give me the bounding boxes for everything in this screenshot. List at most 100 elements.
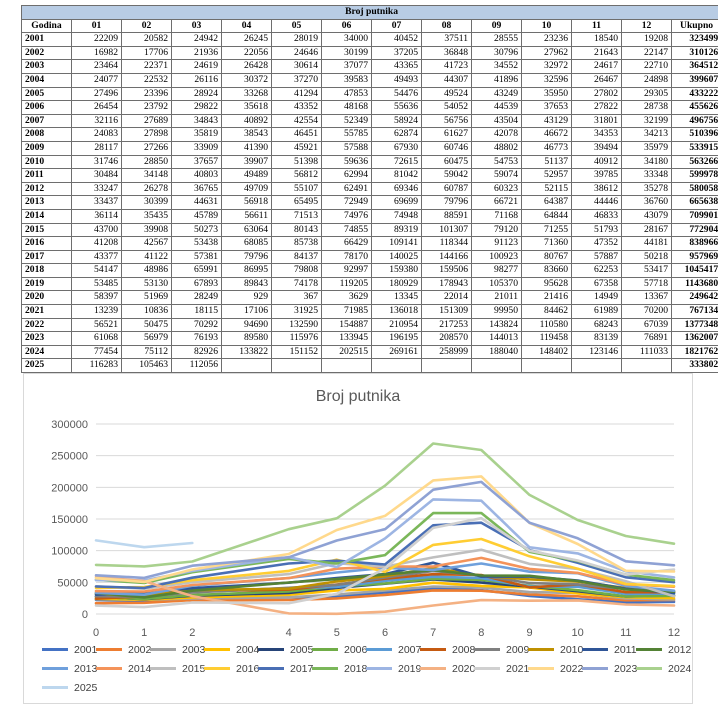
total-cell: 665638 (670, 195, 718, 210)
column-header: 07 (371, 18, 422, 34)
table-cell: 30796 (471, 45, 522, 61)
year-cell: 2017 (21, 249, 72, 265)
legend-item: 2020 (420, 661, 475, 677)
table-cell: 44181 (621, 236, 672, 251)
table-cell: 67358 (571, 276, 622, 292)
table-cell: 41896 (471, 72, 522, 88)
table-cell: 46451 (271, 127, 322, 142)
table-cell: 69346 (371, 181, 422, 197)
table-cell: 100923 (471, 249, 522, 265)
table-cell: 57588 (321, 140, 372, 156)
x-tick-label: 9 (526, 627, 532, 639)
table-cell: 109141 (371, 236, 422, 251)
table-cell: 35618 (221, 100, 272, 115)
table-cell: 56756 (421, 113, 472, 129)
table-cell: 39907 (221, 154, 272, 170)
series-line-2021 (94, 516, 676, 609)
series-line-2020 (94, 575, 676, 616)
table-cell: 58924 (371, 113, 422, 129)
legend-label: 2009 (506, 644, 530, 656)
table-cell: 133945 (321, 331, 372, 346)
table-cell: 39583 (321, 72, 372, 88)
table-cell: 26454 (71, 100, 122, 115)
table-cell: 39494 (571, 140, 622, 156)
total-cell: 249642 (670, 290, 718, 306)
table-cell: 14949 (571, 290, 622, 306)
table-cell: 55636 (371, 100, 422, 115)
total-cell: 599978 (670, 168, 718, 183)
table-cell: 118344 (421, 236, 472, 251)
table-cell: 37657 (171, 154, 222, 170)
table-cell: 84137 (271, 249, 322, 265)
table-cell: 71513 (271, 208, 322, 224)
total-cell: 310126 (670, 45, 718, 61)
legend-swatch (312, 647, 338, 651)
table-cell: 39785 (571, 168, 622, 183)
series-line-2023 (94, 480, 676, 580)
table-cell: 44631 (171, 195, 222, 210)
table-cell: 55785 (321, 127, 372, 142)
table-cell: 33909 (171, 140, 222, 156)
table-row: 2006 26454 23792 29822 35618 43352 48168 55636 5… (21, 100, 718, 115)
table-cell: 22532 (121, 72, 172, 88)
table-row: 2017 43377 41122 57381 79796 84137 78170 140025… (21, 249, 718, 265)
year-cell: 2025 (21, 358, 72, 374)
table-cell: 63064 (221, 222, 272, 238)
table-cell: 24898 (621, 72, 672, 88)
table-cell: 29822 (171, 100, 222, 115)
table-row: 2005 27496 23396 28924 33268 41294 47853 54476 4… (21, 86, 718, 102)
legend-swatch (582, 647, 608, 651)
table-cell: 51398 (271, 154, 322, 170)
table-cell: 69699 (371, 195, 422, 210)
table-cell: 57887 (571, 249, 622, 265)
passenger-table: Broj putnika Godina 01 02 03 04 05 06 07 08 09 10 1… (20, 5, 718, 374)
table-cell: 79808 (271, 263, 322, 278)
table-cell: 132590 (271, 317, 322, 333)
table-cell: 61068 (71, 331, 122, 346)
legend-label: 2021 (506, 663, 530, 675)
table-cell: 159506 (421, 263, 472, 278)
table-cell: 27962 (521, 45, 572, 61)
table-title-row: Broj putnika (20, 5, 718, 20)
table-cell: 38612 (571, 181, 622, 197)
table-cell: 30399 (121, 195, 172, 210)
table-cell: 41723 (421, 59, 472, 74)
table-row: 2019 53485 53130 67893 89843 74178 119205 18092… (21, 276, 718, 292)
legend-item: 2012 (636, 642, 691, 658)
table-cell: 41390 (221, 140, 272, 156)
table-cell: 22710 (621, 59, 672, 74)
table-cell: 99950 (471, 304, 522, 319)
x-tick-label: 5 (334, 627, 340, 639)
total-cell: 580058 (670, 181, 718, 197)
table-cell: 98277 (471, 263, 522, 278)
table-cell: 21011 (471, 290, 522, 306)
table-cell: 44539 (471, 100, 522, 115)
table-cell: 105463 (121, 358, 172, 374)
table-cell: 32199 (621, 113, 672, 129)
table-cell: 79120 (471, 222, 522, 238)
table-cell: 42567 (121, 236, 172, 251)
table-cell: 72949 (321, 195, 372, 210)
table-cell: 24646 (271, 45, 322, 61)
legend-swatch (258, 666, 284, 670)
table-cell: 76891 (621, 331, 672, 346)
legend-item: 2014 (96, 661, 151, 677)
table-cell: 23236 (521, 32, 572, 47)
legend-label: 2006 (344, 644, 368, 656)
table-cell: 65991 (171, 263, 222, 278)
year-cell: 2005 (21, 86, 72, 102)
table-cell: 36765 (171, 181, 222, 197)
table-header-row: Godina 01 02 03 04 05 06 07 08 09 10 11 12 Ukupno (21, 18, 718, 34)
table-cell: 43249 (471, 86, 522, 102)
total-cell: 1143680 (670, 276, 718, 292)
legend-item: 2002 (96, 642, 151, 658)
table-row: 2009 28117 27266 33909 41390 45921 57588 67930 6… (21, 140, 718, 156)
table-cell: 60746 (421, 140, 472, 156)
table-cell (271, 358, 322, 374)
table-cell: 202515 (321, 344, 372, 360)
table-cell: 112056 (171, 358, 222, 374)
table-cell: 88591 (421, 208, 472, 224)
legend-item: 2025 (42, 680, 97, 696)
year-cell: 2023 (21, 331, 72, 346)
table-row: 2011 30484 34148 40803 49489 56812 62994 81042 5… (21, 168, 718, 183)
